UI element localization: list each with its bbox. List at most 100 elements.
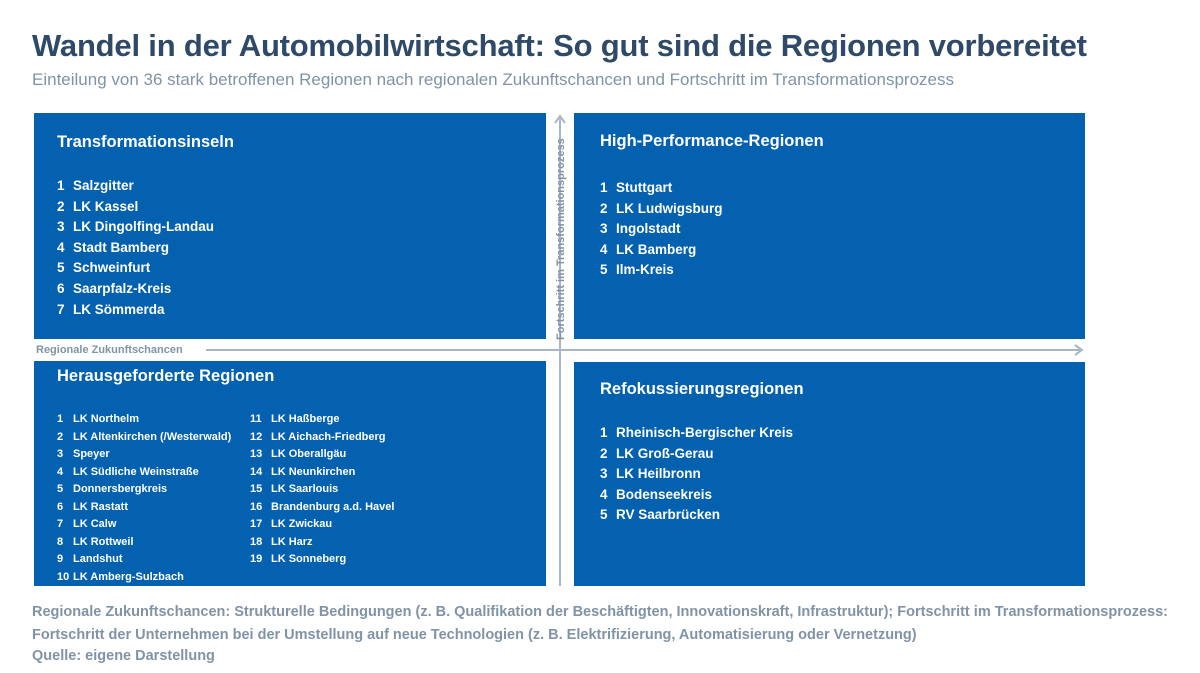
item-name: Schweinfurt	[73, 260, 151, 276]
item-name: LK Dingolfing-Landau	[73, 219, 214, 235]
list-item: 16 Brandenburg a.d. Havel	[250, 499, 394, 517]
list-item: 15 LK Saarlouis	[250, 481, 394, 499]
page-title: Wandel in der Automobilwirtschaft: So gu…	[32, 28, 1087, 63]
item-number: 3	[57, 219, 65, 235]
item-number: 8	[57, 535, 64, 548]
item-number: 4	[57, 239, 65, 255]
list-item: 5 Donnersbergkreis	[57, 481, 231, 499]
item-number: 14	[250, 465, 263, 478]
list-item: 2 LK Altenkirchen (/Westerwald)	[57, 429, 231, 447]
x-axis-label: Regionale Zukunftschancen	[36, 344, 183, 356]
item-name: Rheinisch-Bergischer Kreis	[616, 425, 794, 440]
item-number: 4	[57, 465, 64, 478]
list-item: 3 LK Dingolfing-Landau	[57, 217, 214, 238]
item-number: 6	[57, 280, 65, 296]
item-name: LK Haßberge	[271, 413, 340, 425]
list-item: 3 Ingolstadt	[600, 219, 722, 240]
list-item: 2 LK Ludwigsburg	[600, 199, 722, 220]
list-item: 1 Salzgitter	[57, 176, 214, 197]
item-number: 1	[57, 413, 64, 425]
item-number: 15	[250, 483, 263, 495]
list-item: 7 LK Sömmerda	[57, 300, 214, 321]
quadrant-title: High-Performance-Regionen	[600, 132, 824, 150]
item-name: LK Groß-Gerau	[616, 445, 714, 461]
page-subtitle: Einteilung von 36 stark betroffenen Regi…	[32, 70, 954, 89]
region-list: 1 Salzgitter 2 LK Kassel 3 LK Dingolfing-Land…	[57, 176, 214, 320]
item-name: LK Altenkirchen (/Westerwald)	[73, 430, 232, 443]
item-name: LK Kassel	[73, 198, 139, 214]
list-item: 17 LK Zwickau	[250, 516, 394, 534]
item-number: 16	[250, 500, 263, 513]
list-item: 7 LK Calw	[57, 516, 231, 534]
item-name: Landshut	[73, 553, 123, 565]
item-number: 11	[250, 413, 262, 425]
list-item: 5 Ilm-Kreis	[600, 260, 722, 281]
item-number: 10	[57, 570, 70, 583]
item-name: Speyer	[73, 448, 110, 460]
item-number: 17	[250, 518, 263, 530]
list-item: 2 LK Kassel	[57, 197, 214, 218]
item-name: LK Sonneberg	[271, 553, 347, 565]
item-name: LK Harz	[271, 535, 313, 548]
item-number: 6	[57, 500, 64, 513]
quadrant-transformationsinseln: Transformationsinseln 1 Salzgitter 2 LK Kas…	[34, 113, 546, 339]
list-item: 9 Landshut	[57, 551, 231, 569]
list-item: 8 LK Rottweil	[57, 534, 231, 552]
item-name: Brandenburg a.d. Havel	[271, 500, 395, 513]
item-number: 4	[600, 241, 608, 257]
y-axis-label: Fortschritt im Transformationsprozess	[555, 138, 567, 340]
source-note: Quelle: eigene Darstellung	[32, 648, 215, 664]
item-number: 1	[600, 180, 608, 195]
region-list: 1 Rheinisch-Bergischer Kreis 2 LK Groß-Gera…	[600, 423, 793, 526]
item-number: 5	[600, 262, 608, 278]
item-number: 2	[600, 200, 608, 216]
item-name: Salzgitter	[73, 178, 134, 193]
item-number: 3	[600, 221, 608, 237]
region-list-column-2: 11 LK Haßberge 12 LK Aichach-Friedberg 13 LK …	[250, 411, 394, 569]
item-name: Stuttgart	[616, 180, 673, 195]
quadrant-herausgeforderte-regionen: Herausgeforderte Regionen 1 LK Northelm 2 L…	[34, 361, 546, 586]
item-number: 4	[600, 486, 608, 502]
quadrant-title: Refokussierungsregionen	[600, 380, 804, 398]
item-name: RV Saarbrücken	[616, 507, 721, 523]
region-list: 1 Stuttgart 2 LK Ludwigsburg 3 Ingolstadt 4 LK …	[600, 178, 722, 281]
item-name: Ilm-Kreis	[616, 262, 674, 278]
list-item: 18 LK Harz	[250, 534, 394, 552]
item-name: LK Amberg-Sulzbach	[73, 570, 184, 583]
item-number: 5	[57, 483, 64, 495]
list-item: 19 LK Sonneberg	[250, 551, 394, 569]
list-item: 4 Stadt Bamberg	[57, 238, 214, 259]
item-number: 9	[57, 553, 64, 565]
item-name: LK Oberallgäu	[271, 448, 347, 460]
item-name: LK Sömmerda	[73, 301, 165, 317]
item-name: LK Ludwigsburg	[616, 200, 723, 216]
list-item: 6 Saarpfalz-Kreis	[57, 279, 214, 300]
item-number: 3	[57, 448, 64, 460]
item-number: 19	[250, 553, 263, 565]
item-name: LK Rottweil	[73, 535, 134, 548]
item-number: 3	[600, 466, 608, 482]
item-name: LK Zwickau	[271, 518, 333, 530]
item-name: Stadt Bamberg	[73, 239, 170, 255]
list-item: 2 LK Groß-Gerau	[600, 444, 793, 465]
x-axis-arrowhead	[1074, 344, 1084, 356]
item-name: LK Calw	[73, 518, 117, 530]
list-item: 5 Schweinfurt	[57, 258, 214, 279]
item-number: 2	[57, 198, 65, 214]
list-item: 11 LK Haßberge	[250, 411, 394, 429]
list-item: 5 RV Saarbrücken	[600, 505, 793, 526]
item-name: LK Northelm	[73, 413, 139, 425]
quadrant-title: Herausgeforderte Regionen	[57, 367, 275, 385]
list-item: 1 LK Northelm	[57, 411, 231, 429]
item-name: LK Neunkirchen	[271, 465, 356, 478]
item-number: 7	[57, 518, 64, 530]
item-number: 13	[250, 448, 263, 460]
list-item: 12 LK Aichach-Friedberg	[250, 429, 394, 447]
item-name: LK Rastatt	[73, 500, 129, 513]
item-name: LK Aichach-Friedberg	[271, 430, 386, 443]
list-item: 14 LK Neunkirchen	[250, 464, 394, 482]
list-item: 1 Stuttgart	[600, 178, 722, 199]
item-name: LK Saarlouis	[271, 483, 339, 495]
